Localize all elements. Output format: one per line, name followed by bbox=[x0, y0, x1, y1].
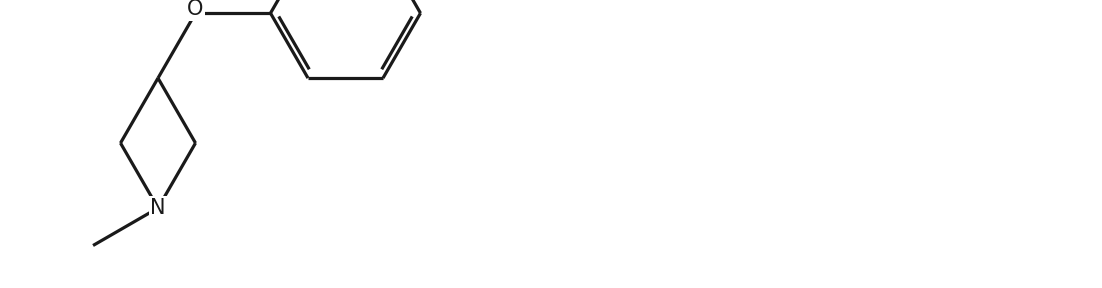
Text: N: N bbox=[150, 198, 165, 218]
Text: O: O bbox=[187, 0, 204, 19]
